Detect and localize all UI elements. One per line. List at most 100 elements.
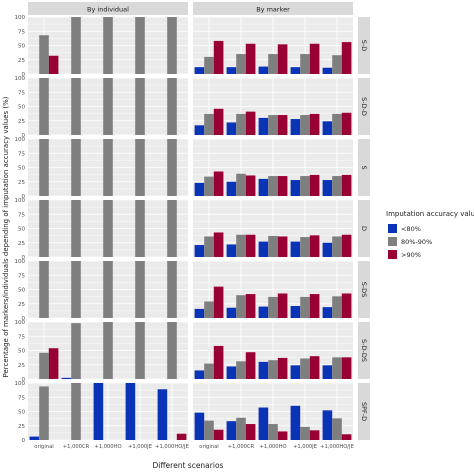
x-tick-label: +1,000CR bbox=[63, 444, 90, 450]
y-tick-label: 0 bbox=[22, 133, 26, 139]
column-strip-label: By individual bbox=[87, 6, 129, 14]
bar bbox=[236, 361, 246, 379]
y-tick-label: 100 bbox=[15, 137, 26, 143]
bar bbox=[204, 420, 214, 440]
x-tick-label: +1,000CR bbox=[228, 444, 255, 450]
row-strip-label: SPF-D bbox=[360, 402, 368, 421]
bar bbox=[103, 78, 113, 135]
y-axis-title: Percentage of markers/individuals depend… bbox=[2, 96, 10, 377]
x-tick-label: +1,000JE bbox=[128, 444, 152, 450]
bar bbox=[332, 296, 342, 318]
bar bbox=[341, 234, 352, 257]
y-tick-label: 100 bbox=[15, 198, 26, 204]
bar bbox=[204, 301, 214, 318]
legend-label: 80%-90% bbox=[401, 238, 432, 246]
bar bbox=[309, 294, 320, 318]
legend: Imputation accuracy values <80% 80%-90% >9… bbox=[386, 210, 474, 259]
bar bbox=[268, 360, 278, 379]
bar bbox=[245, 352, 256, 379]
panel bbox=[193, 77, 353, 136]
bar bbox=[157, 389, 168, 440]
bar bbox=[258, 66, 269, 74]
bar bbox=[103, 261, 113, 318]
panel bbox=[193, 321, 353, 380]
bar bbox=[300, 426, 310, 440]
y-tick-label: 0 bbox=[22, 255, 26, 261]
y-tick-label: 75 bbox=[18, 395, 25, 401]
bar bbox=[236, 295, 246, 318]
bar bbox=[194, 370, 205, 379]
bar bbox=[226, 421, 237, 440]
panel bbox=[193, 382, 353, 441]
bar bbox=[194, 308, 205, 318]
bar bbox=[135, 17, 145, 74]
bar bbox=[322, 307, 333, 318]
legend-swatch bbox=[388, 250, 397, 259]
y-tick-label: 25 bbox=[18, 58, 25, 64]
row-strip bbox=[358, 78, 370, 135]
bar bbox=[213, 40, 224, 74]
bar bbox=[29, 436, 40, 440]
bar bbox=[226, 67, 237, 74]
bar bbox=[48, 55, 59, 74]
bar bbox=[236, 54, 246, 74]
bar bbox=[341, 42, 352, 74]
bar bbox=[93, 383, 104, 440]
x-tick-label: +1,000HO/JE bbox=[320, 444, 354, 450]
bar bbox=[71, 383, 81, 440]
bar bbox=[245, 43, 256, 74]
panel bbox=[28, 77, 188, 136]
bar bbox=[71, 200, 81, 257]
bar bbox=[277, 44, 288, 74]
bar bbox=[39, 352, 49, 379]
x-tick-label: original bbox=[34, 444, 53, 450]
bar bbox=[236, 234, 246, 257]
bar bbox=[258, 407, 269, 440]
bar bbox=[309, 113, 320, 135]
panel bbox=[28, 16, 188, 75]
bar bbox=[258, 117, 269, 135]
y-tick-label: 25 bbox=[18, 302, 25, 308]
y-tick-label: 25 bbox=[18, 119, 25, 125]
legend-label: <80% bbox=[401, 225, 421, 233]
bar bbox=[204, 236, 214, 257]
bar bbox=[103, 200, 113, 257]
bar bbox=[61, 377, 72, 379]
row-strip-label: S-D-DS bbox=[360, 339, 368, 362]
bar bbox=[300, 237, 310, 257]
bar bbox=[71, 17, 81, 74]
bar bbox=[71, 139, 81, 196]
row-strip bbox=[358, 261, 370, 318]
bar bbox=[322, 410, 333, 440]
bar bbox=[341, 434, 352, 440]
panel bbox=[28, 382, 188, 441]
y-tick-label: 100 bbox=[15, 381, 26, 387]
bar bbox=[277, 115, 288, 135]
bar bbox=[39, 386, 49, 440]
bar bbox=[309, 356, 320, 379]
y-tick-label: 100 bbox=[15, 259, 26, 265]
bar bbox=[258, 178, 269, 196]
y-tick-label: 100 bbox=[15, 15, 26, 21]
bar bbox=[194, 245, 205, 257]
y-tick-label: 50 bbox=[18, 105, 25, 111]
row-strip bbox=[358, 383, 370, 440]
bar bbox=[300, 358, 310, 379]
bar bbox=[135, 200, 145, 257]
bar bbox=[135, 139, 145, 196]
bar bbox=[322, 242, 333, 257]
bar bbox=[204, 176, 214, 196]
row-strip-label: S bbox=[360, 165, 368, 169]
row-strip bbox=[358, 139, 370, 196]
legend-label: >90% bbox=[401, 251, 421, 259]
y-tick-label: 0 bbox=[22, 438, 26, 444]
column-strip-label: By marker bbox=[256, 6, 290, 14]
bar bbox=[309, 235, 320, 257]
bar bbox=[39, 200, 49, 257]
bar bbox=[268, 115, 278, 135]
bar bbox=[213, 345, 224, 379]
bar bbox=[48, 348, 59, 379]
bar bbox=[290, 119, 301, 135]
bar bbox=[204, 363, 214, 379]
bar bbox=[213, 232, 224, 257]
